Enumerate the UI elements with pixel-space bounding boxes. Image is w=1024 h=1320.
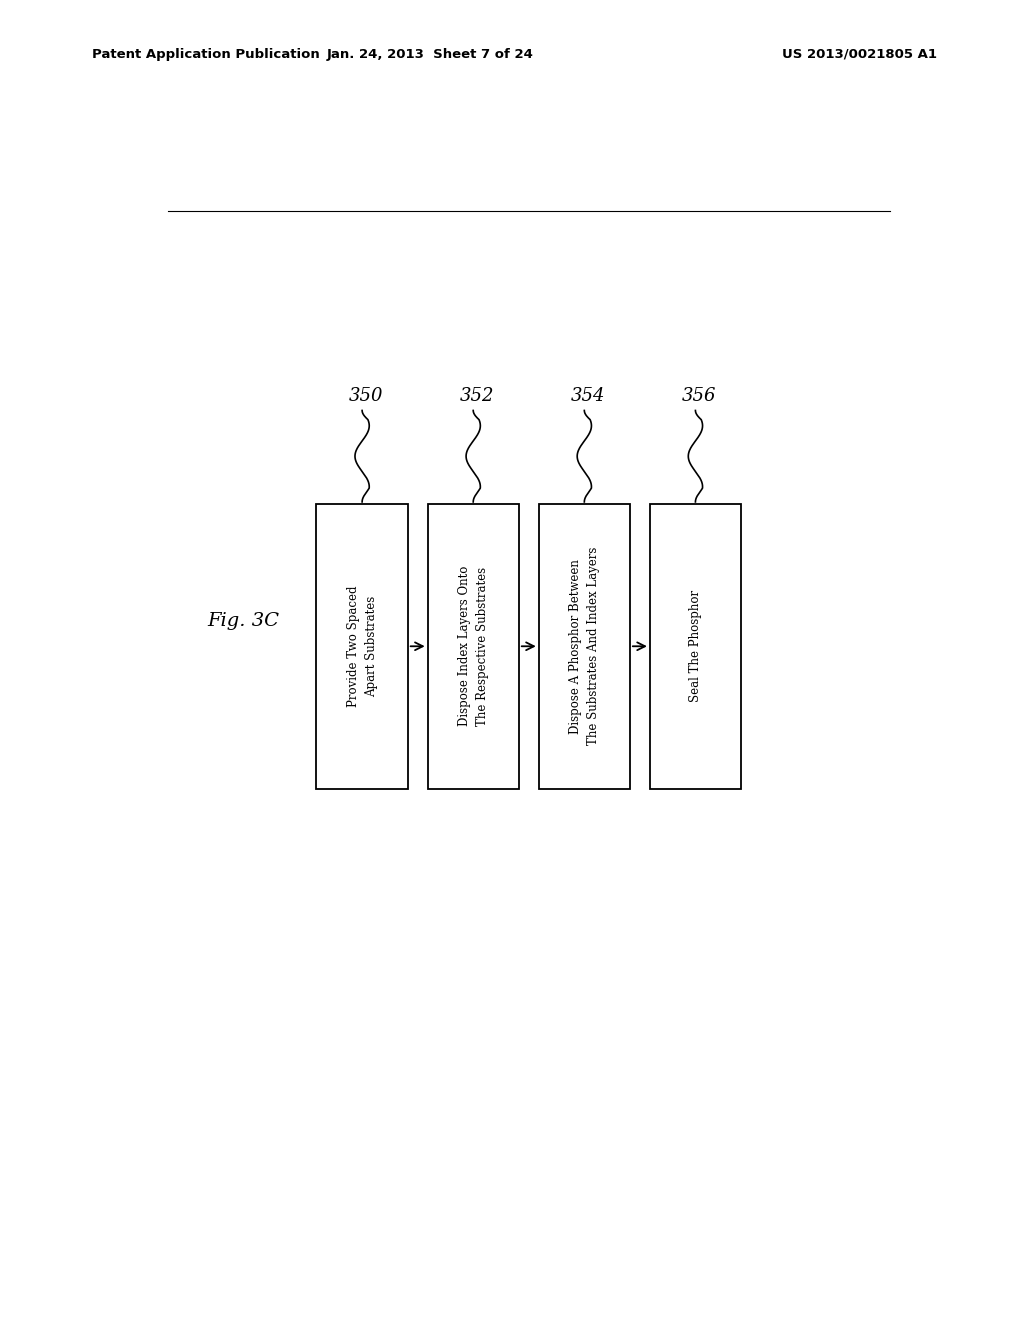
Text: US 2013/0021805 A1: US 2013/0021805 A1 xyxy=(782,48,937,61)
Bar xyxy=(539,504,630,788)
Text: Dispose Index Layers Onto
The Respective Substrates: Dispose Index Layers Onto The Respective… xyxy=(458,566,488,726)
Text: 356: 356 xyxy=(682,387,717,405)
Text: 354: 354 xyxy=(571,387,605,405)
Bar xyxy=(316,504,408,788)
Text: Seal The Phosphor: Seal The Phosphor xyxy=(689,590,701,702)
Text: 350: 350 xyxy=(349,387,383,405)
Bar xyxy=(650,504,741,788)
Text: Provide Two Spaced
Apart Substrates: Provide Two Spaced Apart Substrates xyxy=(346,586,378,708)
Text: 352: 352 xyxy=(460,387,495,405)
Bar xyxy=(428,504,519,788)
Text: Jan. 24, 2013  Sheet 7 of 24: Jan. 24, 2013 Sheet 7 of 24 xyxy=(327,48,534,61)
Text: Patent Application Publication: Patent Application Publication xyxy=(92,48,319,61)
Text: Dispose A Phosphor Between
The Substrates And Index Layers: Dispose A Phosphor Between The Substrate… xyxy=(568,546,600,746)
Text: Fig. 3C: Fig. 3C xyxy=(207,612,280,630)
